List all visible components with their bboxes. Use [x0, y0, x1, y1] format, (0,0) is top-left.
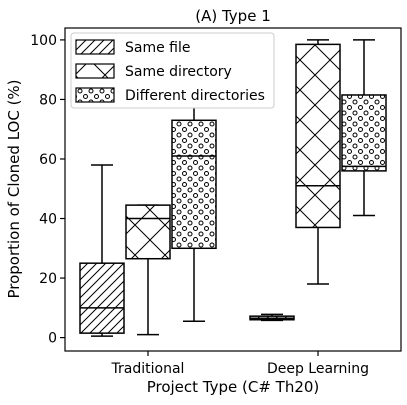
- box-dots-deep-learning: [341, 39, 387, 217]
- legend: Same file Same directory Different directo…: [70, 32, 275, 109]
- box-body: [125, 204, 171, 260]
- legend-label: Different directories: [125, 88, 265, 104]
- x-tick-label: Traditional: [111, 361, 185, 377]
- legend-frame: [70, 32, 275, 109]
- legend-item-diagonal: Same file: [75, 39, 191, 56]
- y-tick-label: 20: [39, 271, 57, 287]
- legend-swatch: [75, 87, 115, 103]
- legend-item-dots: Different directories: [75, 87, 265, 104]
- legend-label: Same file: [125, 40, 191, 56]
- box-groups: [79, 39, 387, 337]
- legend-label: Same directory: [125, 64, 232, 80]
- box-dots-traditional: [171, 42, 217, 322]
- box-cross-deep-learning: [295, 39, 341, 285]
- box-body: [295, 43, 341, 229]
- y-tick-label: 40: [39, 212, 57, 228]
- y-tick-label: 0: [48, 331, 57, 347]
- box-diagonal-traditional: [79, 164, 125, 337]
- y-axis-label: Proportion of Cloned LOC (%): [5, 79, 23, 298]
- box-body: [79, 262, 125, 334]
- y-tick-label: 80: [39, 92, 57, 108]
- box-body: [341, 94, 387, 172]
- y-tick-label: 100: [30, 33, 57, 49]
- plot-frame: [64, 27, 402, 352]
- legend-swatch: [75, 63, 115, 79]
- box-body: [171, 119, 217, 250]
- y-axis-ticks: 0 20 40 60 80 100: [30, 33, 65, 347]
- x-axis-ticks: Traditional Deep Learning: [111, 351, 369, 377]
- box-diagonal-deep-learning: [249, 313, 295, 322]
- chart-title: (A) Type 1: [195, 7, 271, 25]
- y-tick-label: 60: [39, 152, 57, 168]
- x-tick-label: Deep Learning: [267, 361, 369, 377]
- legend-swatch: [75, 39, 115, 55]
- x-axis-label: Project Type (C# Th20): [147, 378, 320, 396]
- box-cross-traditional: [125, 204, 171, 336]
- legend-item-cross: Same directory: [75, 63, 232, 80]
